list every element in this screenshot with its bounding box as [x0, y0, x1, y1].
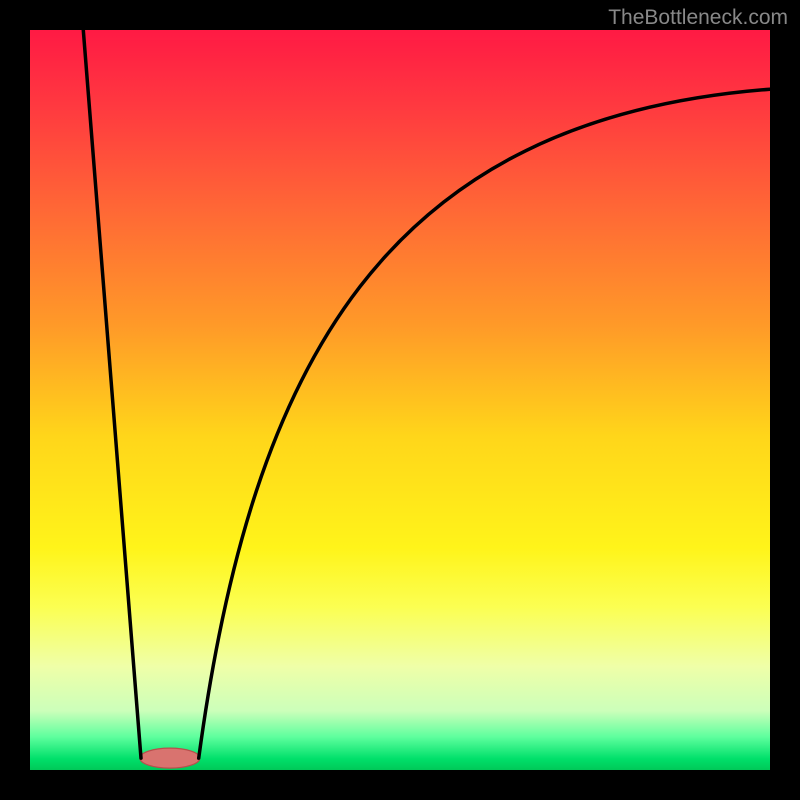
chart-svg — [30, 30, 770, 770]
plot-area — [30, 30, 770, 770]
gradient-background — [30, 30, 770, 770]
bottleneck-chart: TheBottleneck.com — [0, 0, 800, 800]
watermark-text: TheBottleneck.com — [608, 6, 788, 30]
optimal-marker — [140, 748, 200, 768]
